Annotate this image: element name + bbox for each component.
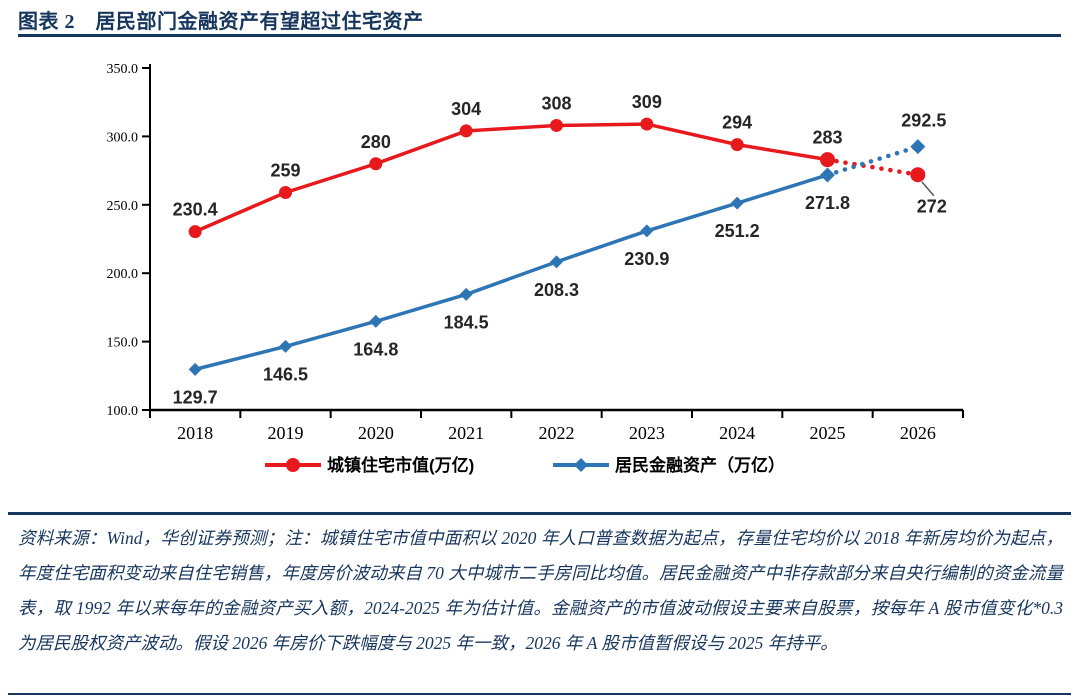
- data-point-label: 304: [451, 99, 481, 119]
- x-tick-label: 2021: [448, 423, 484, 443]
- series-line-forecast: [825, 157, 921, 177]
- legend-label: 城镇住宅市值(万亿): [327, 455, 474, 475]
- data-point-diamond: [369, 314, 383, 328]
- series-line-forecast: [825, 144, 921, 178]
- data-point-circle: [640, 117, 654, 131]
- data-point-label: 208.3: [534, 280, 579, 300]
- data-point-circle: [369, 157, 383, 171]
- data-point-circle: [820, 152, 835, 168]
- data-point-label: 294: [722, 113, 752, 133]
- title-divider: [18, 34, 1061, 37]
- label-leader-line: [921, 181, 935, 197]
- data-point-label: 292.5: [901, 111, 946, 131]
- data-point-circle: [550, 118, 563, 132]
- data-point-diamond: [730, 196, 744, 210]
- data-point-diamond: [550, 255, 563, 269]
- source-note: 资料来源：Wind，华创证券预测；注：城镇住宅市值中面积以 2020 年人口普查…: [18, 528, 1063, 653]
- legend-diamond-marker: [574, 458, 588, 472]
- x-tick-label: 2020: [358, 423, 394, 443]
- data-point-label: 271.8: [805, 193, 850, 213]
- data-point-diamond: [188, 362, 202, 376]
- y-tick-label: 150.0: [107, 336, 139, 351]
- data-point-label: 259: [270, 160, 300, 180]
- y-tick-label: 300.0: [107, 130, 139, 145]
- footnote-top-divider: [8, 512, 1071, 515]
- data-point-label: 230.9: [624, 249, 669, 269]
- legend-circle-marker: [286, 458, 300, 472]
- data-point-label: 272: [917, 197, 947, 217]
- x-tick-label: 2024: [719, 423, 755, 443]
- data-point-label: 230.4: [173, 200, 218, 220]
- x-tick-label: 2026: [900, 423, 936, 443]
- data-point-circle: [188, 225, 202, 239]
- x-tick-label: 2025: [810, 423, 846, 443]
- y-tick-label: 100.0: [107, 404, 139, 419]
- data-point-circle: [459, 124, 473, 138]
- x-tick-label: 2019: [268, 423, 304, 443]
- data-point-diamond: [459, 287, 473, 301]
- data-point-label: 129.7: [173, 387, 218, 407]
- bottom-divider: [8, 693, 1071, 695]
- data-point-label: 184.5: [444, 312, 489, 332]
- data-point-label: 164.8: [353, 339, 398, 359]
- data-point-diamond: [279, 339, 292, 353]
- data-point-circle: [279, 185, 292, 199]
- x-tick-label: 2022: [539, 423, 575, 443]
- line-chart: 100.0 150.0 200.0 250.0 300.0 350.0 2018 2019 20…: [0, 40, 1079, 510]
- y-tick-label: 250.0: [107, 199, 139, 214]
- chart-canvas: 100.0 150.0 200.0 250.0 300.0 350.0 2018 2019 20…: [107, 62, 964, 475]
- series-line-solid: [194, 173, 829, 372]
- y-tick-label: 200.0: [107, 267, 139, 282]
- data-point-label: 309: [632, 92, 662, 112]
- data-point-diamond: [640, 224, 654, 238]
- y-tick-label: 350.0: [107, 62, 139, 77]
- legend-label: 居民金融资产（万亿）: [615, 455, 785, 475]
- figure-title: 图表 2 居民部门金融资产有望超过住宅资产: [18, 11, 424, 33]
- data-point-label: 280: [361, 132, 391, 152]
- data-point-label: 146.5: [263, 364, 308, 384]
- data-point-label: 283: [812, 128, 842, 148]
- x-tick-label: 2023: [629, 423, 665, 443]
- x-tick-label: 2018: [177, 423, 213, 443]
- data-point-label: 308: [541, 93, 571, 113]
- data-point-circle: [730, 138, 744, 152]
- series-line-solid: [194, 122, 828, 234]
- data-point-diamond: [910, 139, 926, 155]
- data-point-diamond: [820, 167, 835, 183]
- data-point-circle: [910, 167, 926, 183]
- data-point-label: 251.2: [715, 221, 760, 241]
